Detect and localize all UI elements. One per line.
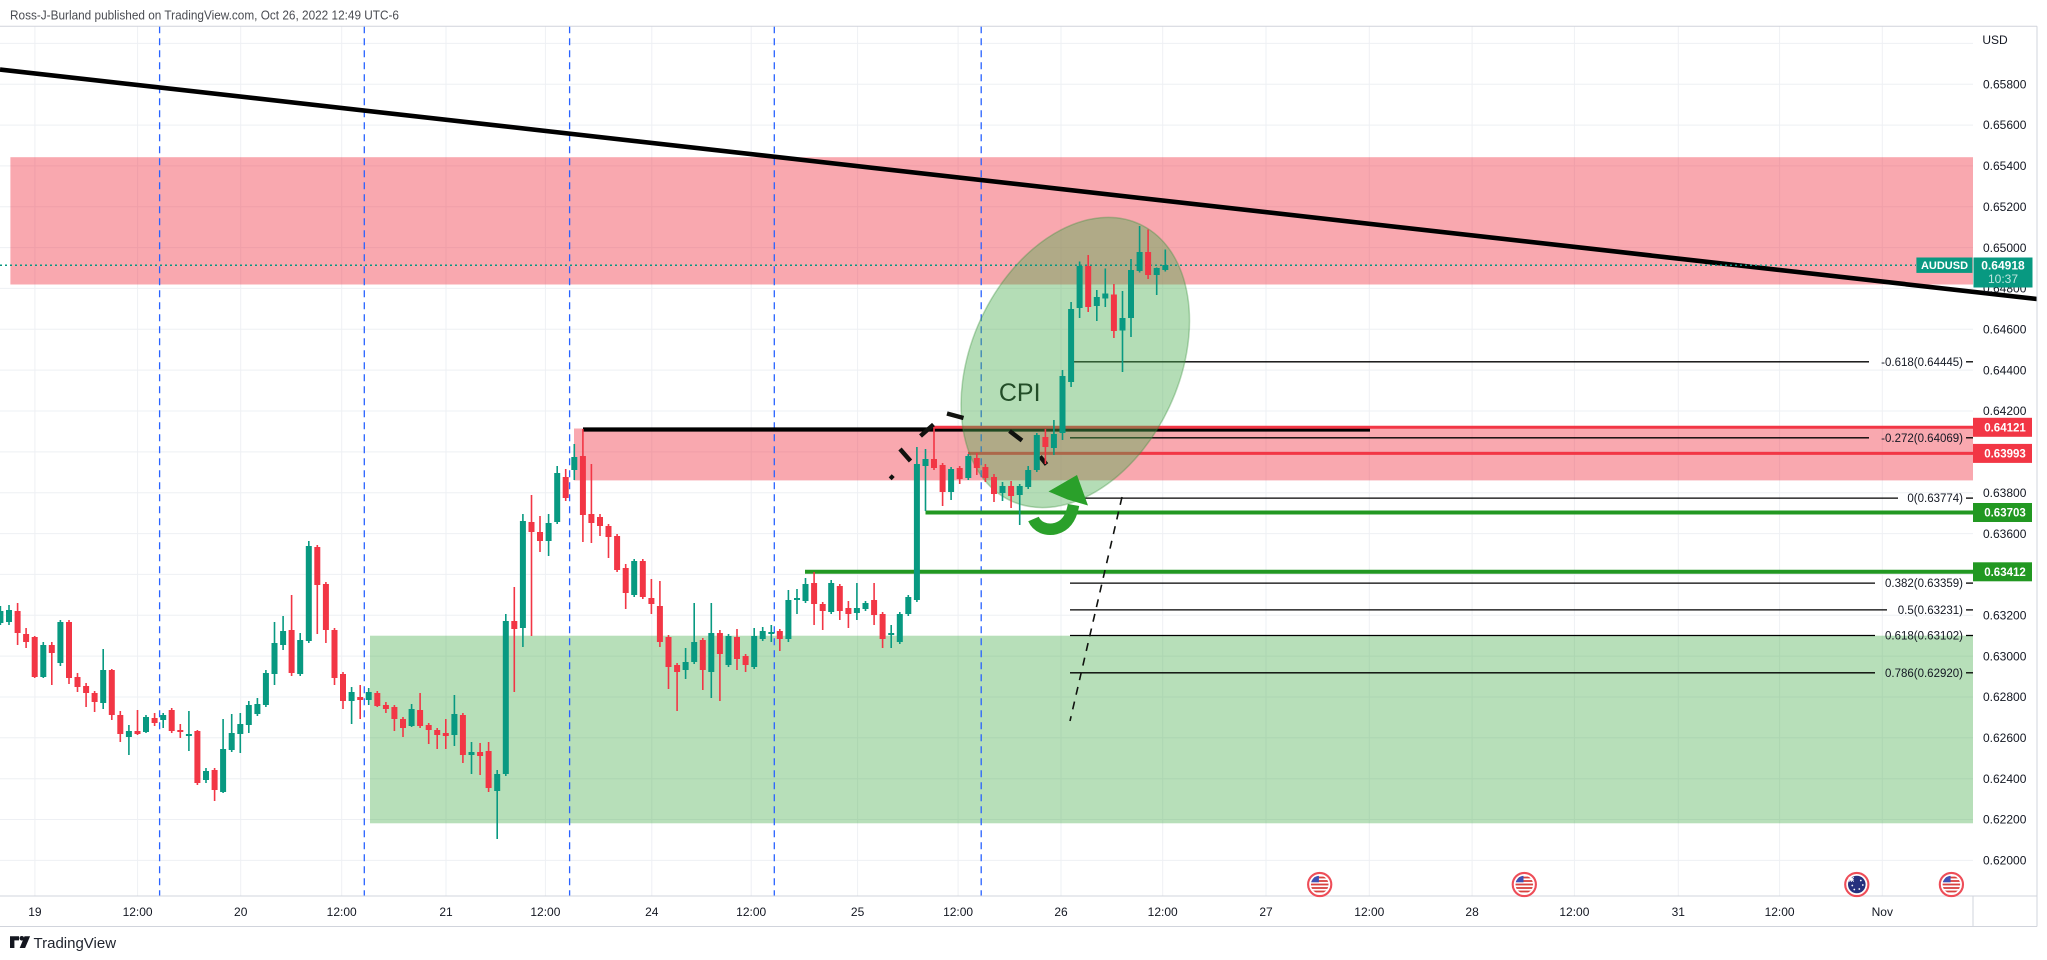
svg-text:0.63703: 0.63703: [1984, 508, 2026, 520]
svg-text:24: 24: [645, 905, 659, 919]
svg-text:0.382(0.63359): 0.382(0.63359): [1885, 578, 1963, 590]
svg-text:0.63412: 0.63412: [1984, 567, 2026, 579]
svg-text:10:37: 10:37: [1988, 272, 2018, 286]
svg-text:0(0.63774): 0(0.63774): [1907, 493, 1963, 505]
svg-text:0.64200: 0.64200: [1983, 404, 2027, 418]
svg-text:12:00: 12:00: [1148, 905, 1178, 919]
svg-text:12:00: 12:00: [1354, 905, 1384, 919]
svg-text:0.786(0.62920): 0.786(0.62920): [1885, 668, 1963, 680]
svg-text:12:00: 12:00: [1765, 905, 1795, 919]
svg-text:12:00: 12:00: [123, 905, 153, 919]
svg-text:0.62200: 0.62200: [1983, 813, 2027, 827]
svg-text:27: 27: [1259, 905, 1273, 919]
svg-text:0.65000: 0.65000: [1983, 241, 2027, 255]
svg-text:0.63200: 0.63200: [1983, 609, 2027, 623]
svg-text:31: 31: [1672, 905, 1686, 919]
svg-text:28: 28: [1465, 905, 1479, 919]
svg-text:0.64400: 0.64400: [1983, 363, 2027, 377]
svg-text:TradingView: TradingView: [34, 935, 117, 952]
svg-text:12:00: 12:00: [327, 905, 357, 919]
svg-text:26: 26: [1054, 905, 1068, 919]
svg-text:20: 20: [234, 905, 248, 919]
svg-text:Ross-J-Burland published on Tr: Ross-J-Burland published on TradingView.…: [10, 8, 399, 23]
svg-text:0.65800: 0.65800: [1983, 77, 2027, 91]
svg-text:0.618(0.63102): 0.618(0.63102): [1885, 631, 1963, 643]
svg-text:0.62000: 0.62000: [1983, 854, 2027, 868]
svg-text:21: 21: [439, 905, 453, 919]
svg-text:0.64121: 0.64121: [1984, 423, 2026, 435]
svg-text:25: 25: [851, 905, 865, 919]
svg-text:0.64918: 0.64918: [1981, 259, 2025, 273]
svg-text:0.65600: 0.65600: [1983, 118, 2027, 132]
svg-text:0.62600: 0.62600: [1983, 731, 2027, 745]
svg-text:0.64600: 0.64600: [1983, 323, 2027, 337]
svg-text:0.65400: 0.65400: [1983, 159, 2027, 173]
svg-text:0.5(0.63231): 0.5(0.63231): [1898, 605, 1963, 617]
svg-text:0.62800: 0.62800: [1983, 690, 2027, 704]
svg-text:12:00: 12:00: [736, 905, 766, 919]
svg-text:AUDUSD: AUDUSD: [1921, 260, 1968, 272]
svg-text:12:00: 12:00: [1559, 905, 1589, 919]
svg-text:0.63000: 0.63000: [1983, 649, 2027, 663]
svg-text:0.63600: 0.63600: [1983, 527, 2027, 541]
svg-text:-0.272(0.64069): -0.272(0.64069): [1881, 433, 1963, 445]
svg-text:CPI: CPI: [999, 379, 1041, 407]
svg-text:19: 19: [28, 905, 42, 919]
svg-text:0.63800: 0.63800: [1983, 486, 2027, 500]
svg-text:-0.618(0.64445): -0.618(0.64445): [1881, 357, 1963, 369]
svg-text:12:00: 12:00: [530, 905, 560, 919]
svg-text:12:00: 12:00: [943, 905, 973, 919]
svg-text:USD: USD: [1982, 33, 2008, 47]
svg-text:Nov: Nov: [1872, 905, 1893, 919]
svg-text:0.62400: 0.62400: [1983, 772, 2027, 786]
svg-text:0.63993: 0.63993: [1984, 449, 2026, 461]
svg-text:0.65200: 0.65200: [1983, 200, 2027, 214]
